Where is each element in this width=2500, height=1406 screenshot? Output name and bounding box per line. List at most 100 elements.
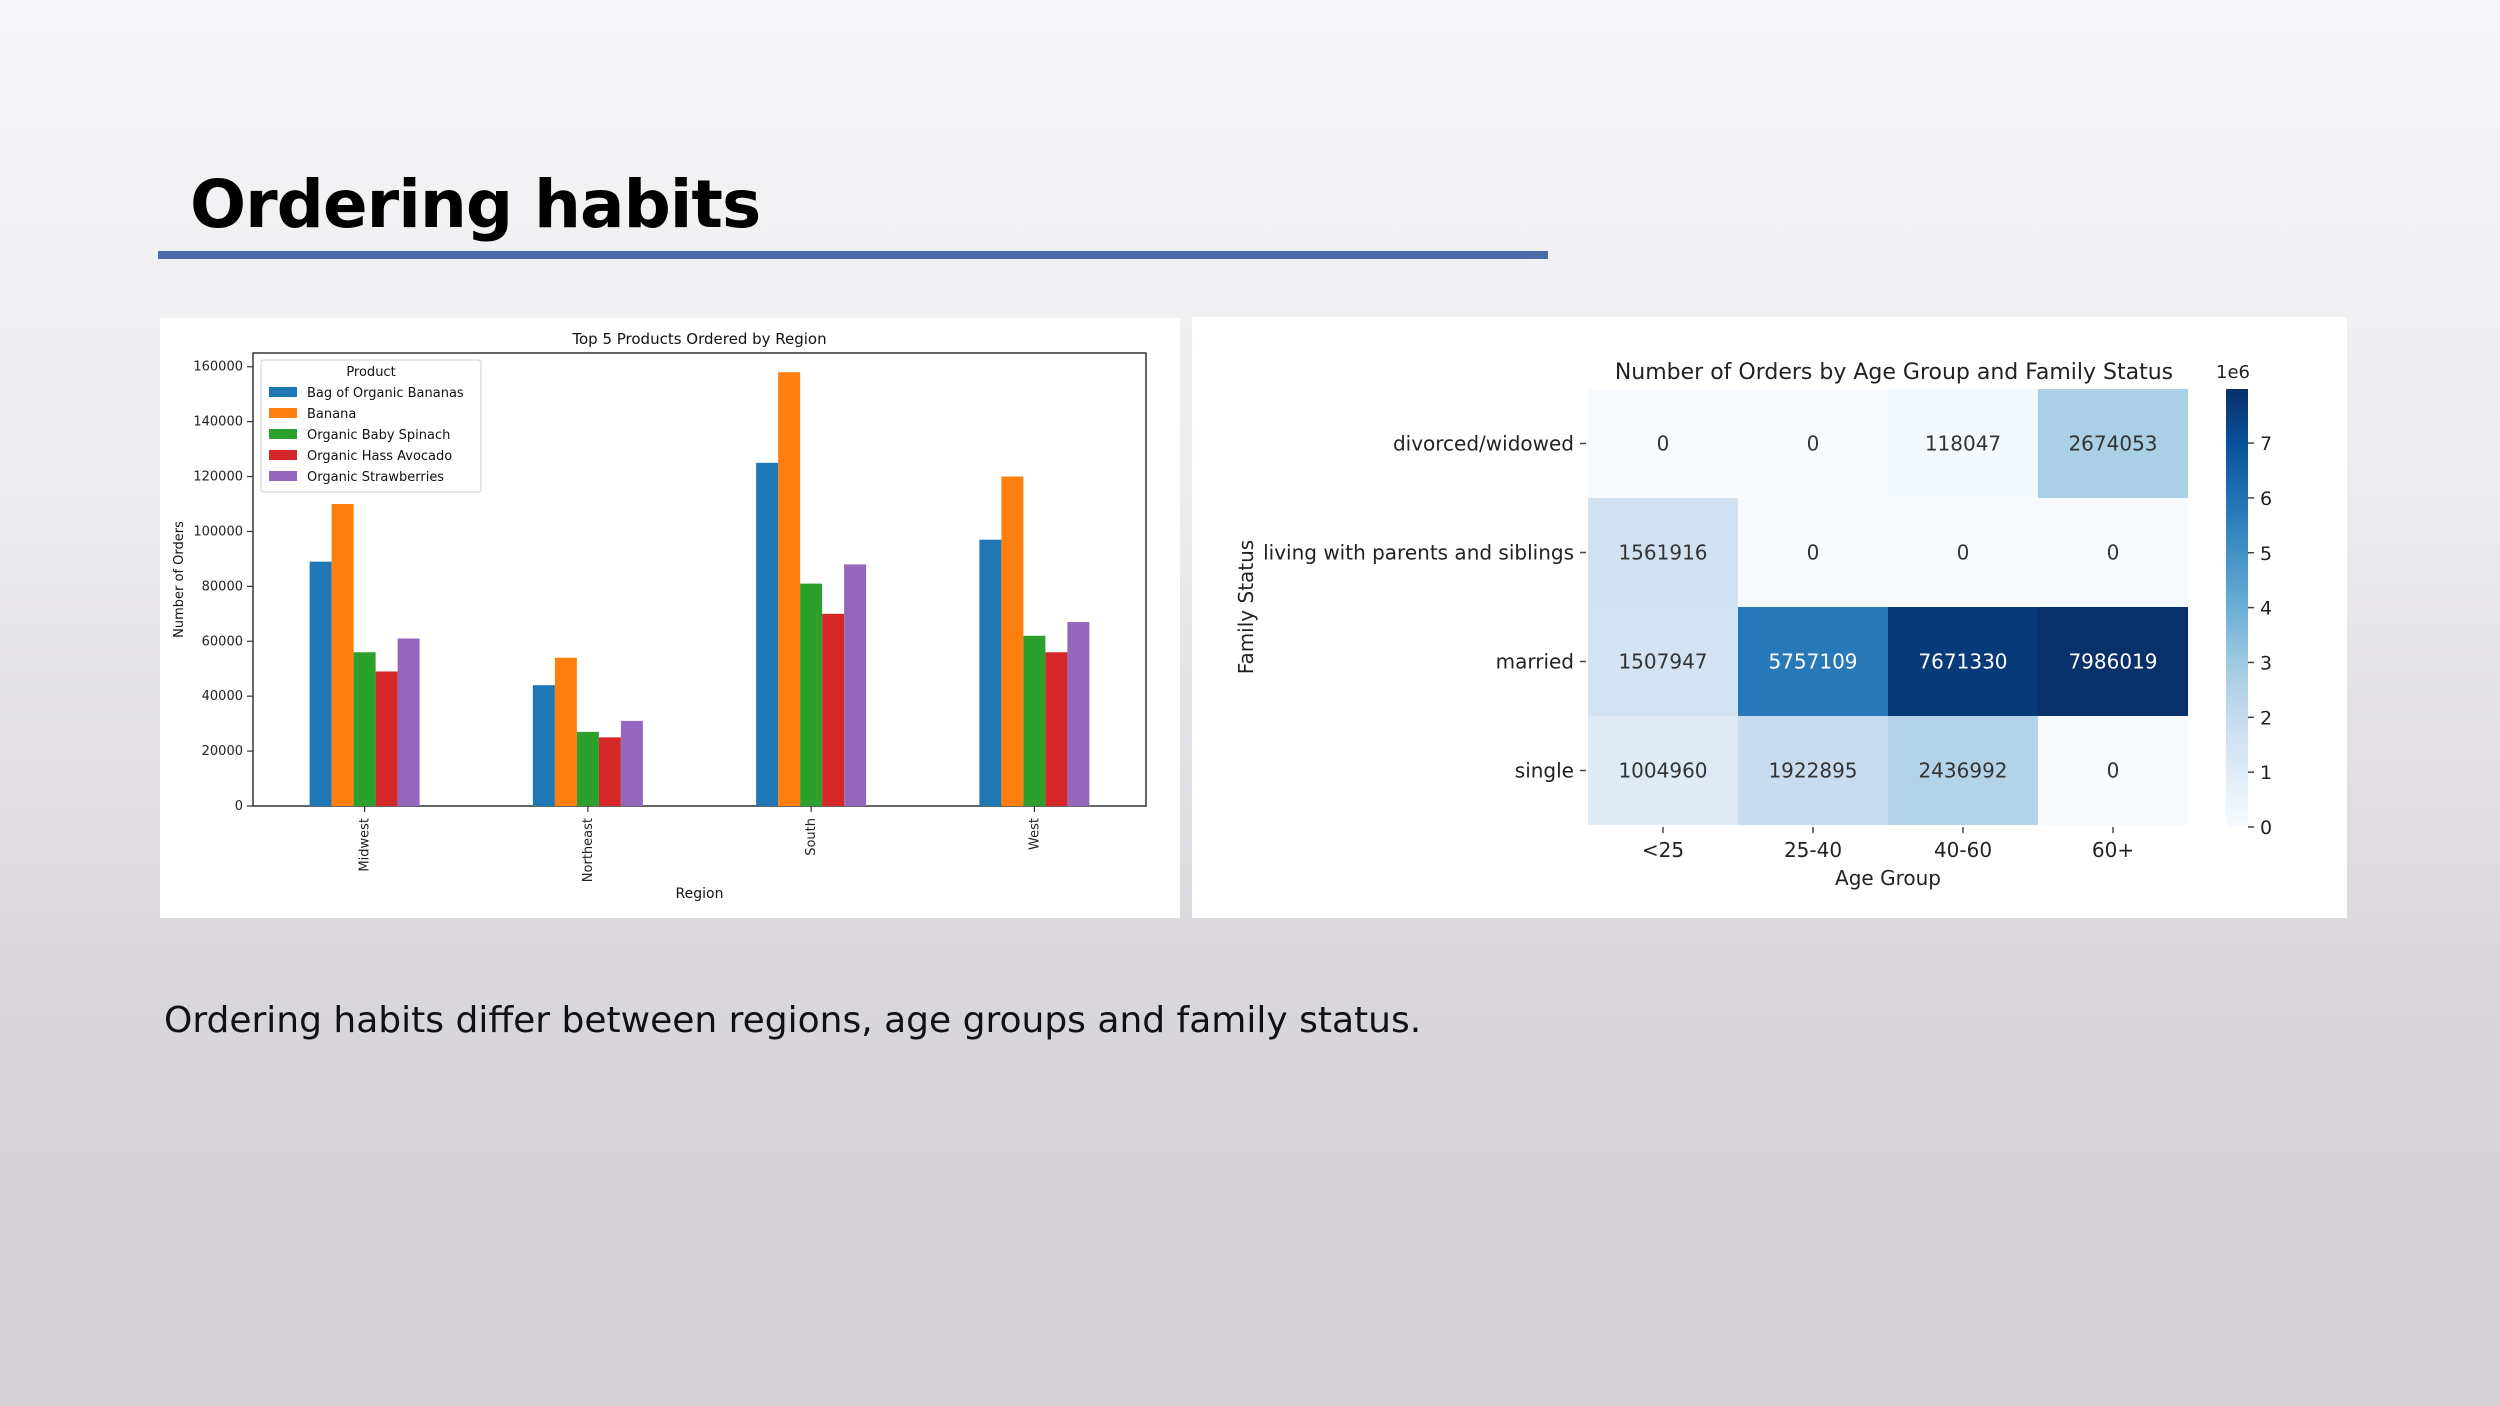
heatmap-cell xyxy=(1588,607,1738,716)
legend-swatch xyxy=(269,471,297,481)
heatmap-chart: Number of Orders by Age Group and Family… xyxy=(1234,360,2272,890)
heatmap-cell xyxy=(1888,607,2038,716)
heatmap-cell-value: 2436992 xyxy=(1918,759,2007,783)
slide-title: Ordering habits xyxy=(190,166,761,243)
heatmap-cell-value: 1561916 xyxy=(1618,541,1707,565)
x-tick-label: West xyxy=(1027,818,1042,850)
heatmap-cell-value: 118047 xyxy=(1925,432,2001,456)
heatmap-cell-value: 1507947 xyxy=(1618,650,1707,674)
colorbar-tick-label: 7 xyxy=(2260,433,2272,455)
heatmap-cell xyxy=(1888,389,2038,498)
bar xyxy=(331,504,354,806)
x-tick-label: South xyxy=(804,818,819,856)
bar xyxy=(1001,476,1024,806)
heatmap-cell xyxy=(2038,498,2188,607)
y-tick-label: 0 xyxy=(235,799,243,814)
x-tick-label: Northeast xyxy=(581,818,596,882)
heatmap-cell-value: 0 xyxy=(2107,759,2120,783)
heatmap-cell xyxy=(1738,498,1888,607)
colorbar-tick-label: 4 xyxy=(2260,598,2272,620)
slide-caption: Ordering habits differ between regions, … xyxy=(164,1000,1422,1041)
bar-chart: Top 5 Products Ordered by Region 0 20000 40… xyxy=(172,330,1147,902)
bar xyxy=(532,685,555,806)
colorbar xyxy=(2226,389,2248,827)
colorbar-tick-label: 0 xyxy=(2260,817,2272,839)
heatmap-cell-value: 0 xyxy=(1957,541,1970,565)
bar xyxy=(822,613,845,806)
y-tick-label: 160000 xyxy=(193,360,243,375)
legend-title: Product xyxy=(346,365,395,380)
legend-swatch xyxy=(269,429,297,439)
bar xyxy=(1067,622,1090,806)
heatmap-cell xyxy=(1738,389,1888,498)
colorbar-tick-label: 5 xyxy=(2260,543,2272,565)
heatmap-cell-value: 0 xyxy=(1807,541,1820,565)
bar xyxy=(353,652,376,806)
bar xyxy=(756,462,779,806)
heatmap-cell-value: 1004960 xyxy=(1618,759,1707,783)
heatmap-panel: Number of Orders by Age Group and Family… xyxy=(1192,317,2347,918)
colorbar-tick-label: 1 xyxy=(2260,762,2272,784)
heatmap-cell-value: 1922895 xyxy=(1768,759,1857,783)
x-axis-label: Region xyxy=(676,886,724,902)
y-axis-label: Number of Orders xyxy=(172,521,187,638)
heatmap-cell-value: 2674053 xyxy=(2068,432,2157,456)
heatmap-cell-value: 0 xyxy=(1657,432,1670,456)
y-tick-label: 140000 xyxy=(193,415,243,430)
legend-label: Bag of Organic Bananas xyxy=(307,386,464,401)
y-tick-label: 120000 xyxy=(193,470,243,485)
colorbar-tick-label: 6 xyxy=(2260,488,2272,510)
heatmap-cell xyxy=(1588,389,1738,498)
colorbar-scale-label: 1e6 xyxy=(2216,362,2250,383)
bar xyxy=(576,731,599,806)
heatmap-cell-value: 0 xyxy=(1807,432,1820,456)
bar-chart-title: Top 5 Products Ordered by Region xyxy=(571,330,826,348)
bar xyxy=(778,372,801,806)
bar xyxy=(309,561,332,806)
heatmap-cell xyxy=(2038,716,2188,825)
heatmap-cell xyxy=(1738,716,1888,825)
y-tick-label: 80000 xyxy=(202,579,243,594)
legend-swatch xyxy=(269,450,297,460)
heatmap-title: Number of Orders by Age Group and Family… xyxy=(1615,360,2173,385)
bar xyxy=(800,583,823,806)
legend-swatch xyxy=(269,408,297,418)
x-category-label: <25 xyxy=(1642,838,1684,862)
y-category-label: divorced/widowed xyxy=(1393,432,1574,456)
legend-label: Organic Strawberries xyxy=(307,470,444,485)
bar xyxy=(1023,635,1046,806)
heatmap-cell-value: 0 xyxy=(2107,541,2120,565)
legend-box xyxy=(260,359,482,493)
bar xyxy=(375,671,398,806)
heatmap-cell xyxy=(2038,389,2188,498)
legend-swatch xyxy=(269,387,297,397)
bar xyxy=(554,657,577,806)
x-category-label: 60+ xyxy=(2092,838,2134,862)
legend: Product Bag of Organic Bananas Banana Organ… xyxy=(260,359,482,493)
y-category-label: single xyxy=(1515,759,1574,783)
y-tick-label: 100000 xyxy=(193,524,243,539)
colorbar-tick-label: 2 xyxy=(2260,707,2272,729)
heatmap-cell-value: 5757109 xyxy=(1768,650,1857,674)
bar xyxy=(1045,652,1068,806)
bar xyxy=(844,564,867,806)
x-axis-label: Age Group xyxy=(1835,866,1941,890)
x-category-label: 25-40 xyxy=(1784,838,1842,862)
y-category-label: living with parents and siblings xyxy=(1263,541,1574,565)
bar xyxy=(397,638,420,806)
title-underline xyxy=(158,251,1548,259)
y-tick-label: 20000 xyxy=(202,744,243,759)
x-category-label: 40-60 xyxy=(1934,838,1992,862)
y-tick-label: 60000 xyxy=(202,634,243,649)
legend-label: Organic Hass Avocado xyxy=(307,449,452,464)
y-axis-label: Family Status xyxy=(1234,540,1258,674)
y-tick-label: 40000 xyxy=(202,689,243,704)
heatmap-cell xyxy=(2038,607,2188,716)
colorbar-tick-label: 3 xyxy=(2260,652,2272,674)
heatmap-cell-value: 7671330 xyxy=(1918,650,2007,674)
bar xyxy=(598,737,621,806)
heatmap-cell xyxy=(1888,716,2038,825)
legend-label: Banana xyxy=(307,407,356,422)
bar xyxy=(620,720,643,806)
heatmap-cell xyxy=(1738,607,1888,716)
